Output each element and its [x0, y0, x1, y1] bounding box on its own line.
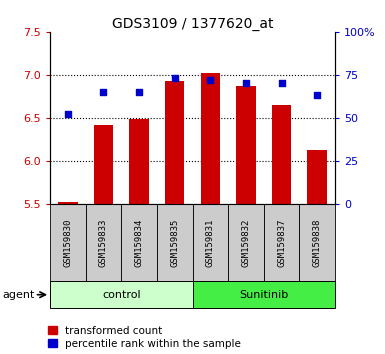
Point: [243, 80, 249, 86]
Bar: [50, 281, 192, 308]
Point: [65, 112, 71, 117]
Bar: [228, 204, 264, 281]
Point: [278, 80, 285, 86]
Title: GDS3109 / 1377620_at: GDS3109 / 1377620_at: [112, 17, 273, 31]
Bar: [201, 73, 220, 204]
Bar: [307, 150, 327, 204]
Text: GSM159831: GSM159831: [206, 218, 215, 267]
Text: GSM159838: GSM159838: [313, 218, 321, 267]
Bar: [192, 281, 335, 308]
Bar: [50, 204, 85, 281]
Bar: [264, 204, 300, 281]
Bar: [157, 204, 192, 281]
Point: [100, 89, 107, 95]
Text: GSM159835: GSM159835: [170, 218, 179, 267]
Text: Sunitinib: Sunitinib: [239, 290, 288, 300]
Text: agent: agent: [2, 290, 34, 300]
Bar: [165, 81, 184, 204]
Bar: [94, 125, 113, 204]
Text: GSM159832: GSM159832: [241, 218, 250, 267]
Text: GSM159834: GSM159834: [135, 218, 144, 267]
Point: [136, 89, 142, 95]
Legend: transformed count, percentile rank within the sample: transformed count, percentile rank withi…: [48, 326, 241, 349]
Bar: [300, 204, 335, 281]
Text: GSM159830: GSM159830: [64, 218, 72, 267]
Bar: [272, 105, 291, 204]
Text: control: control: [102, 290, 141, 300]
Point: [314, 92, 320, 98]
Bar: [192, 204, 228, 281]
Bar: [58, 202, 78, 204]
Bar: [121, 204, 157, 281]
Bar: [85, 204, 121, 281]
Point: [172, 75, 178, 81]
Bar: [236, 86, 256, 204]
Bar: [129, 119, 149, 204]
Point: [207, 77, 213, 83]
Text: GSM159833: GSM159833: [99, 218, 108, 267]
Text: GSM159837: GSM159837: [277, 218, 286, 267]
